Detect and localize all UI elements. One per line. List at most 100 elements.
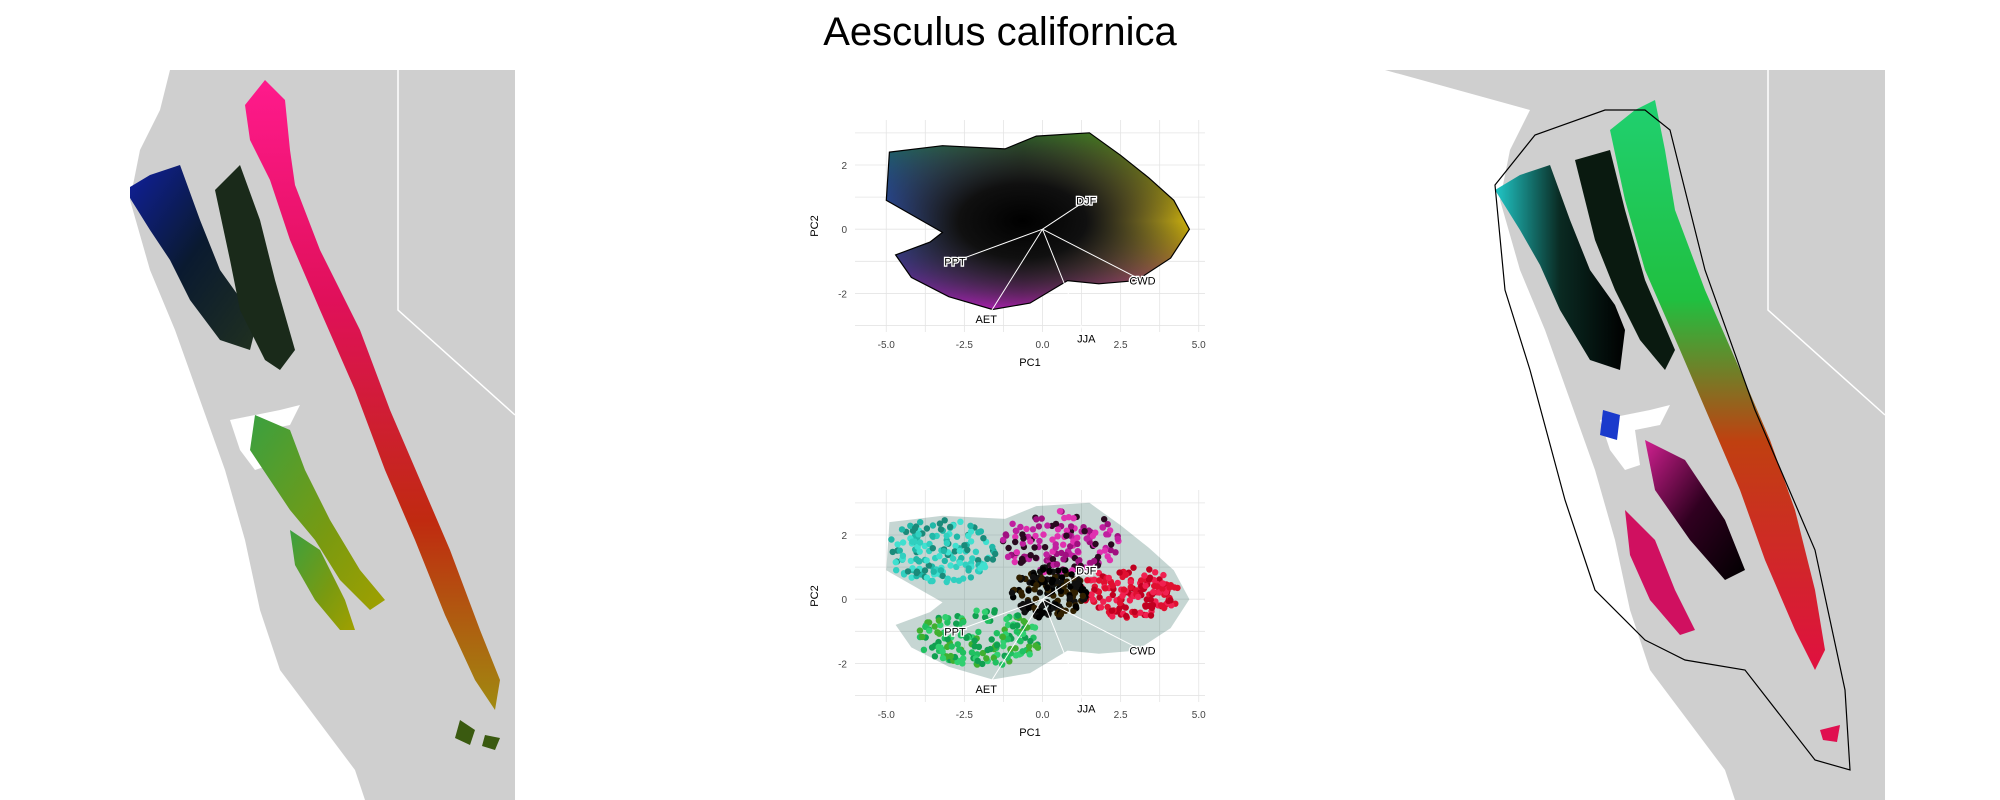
scatter-point bbox=[1003, 615, 1010, 623]
scatter-point bbox=[1061, 514, 1068, 522]
scatter-point bbox=[1063, 578, 1071, 585]
scatter-point bbox=[1152, 569, 1159, 576]
scatter-point bbox=[949, 555, 957, 562]
range-patch-south-coast bbox=[1645, 440, 1745, 580]
scatter-point bbox=[937, 526, 945, 533]
scatter-point bbox=[948, 643, 955, 650]
scatter-point bbox=[950, 576, 958, 584]
land-shape bbox=[130, 70, 515, 800]
scatter-point bbox=[1013, 527, 1020, 535]
scatter-point bbox=[941, 557, 948, 565]
scatter-point bbox=[936, 553, 943, 560]
scatter-point bbox=[981, 608, 989, 616]
scatter-point bbox=[943, 540, 951, 547]
scatter-point bbox=[963, 634, 970, 641]
range-patch-south-coast-b bbox=[1625, 510, 1695, 635]
scatter-point bbox=[1167, 597, 1174, 604]
scatter-point bbox=[904, 568, 912, 575]
scatter-point bbox=[1026, 651, 1033, 658]
scatter-point bbox=[958, 554, 965, 562]
loading-arrow bbox=[1042, 199, 1087, 230]
range-outline bbox=[1494, 109, 1851, 771]
scatter-point bbox=[1017, 523, 1024, 531]
scatter-point bbox=[1067, 523, 1075, 530]
loading-label: CWD bbox=[1129, 646, 1155, 658]
scatter-point bbox=[1079, 592, 1087, 600]
scatter-point bbox=[984, 555, 991, 563]
scatter-point bbox=[947, 523, 954, 531]
scatter-point bbox=[1154, 583, 1161, 590]
scatter-point bbox=[1014, 612, 1022, 619]
scatter-point bbox=[923, 525, 931, 532]
scatter-point bbox=[974, 657, 981, 665]
scatter-point bbox=[1137, 609, 1144, 616]
scatter-point bbox=[1122, 604, 1129, 611]
x-tick-label: 2.5 bbox=[1114, 710, 1128, 721]
x-tick-label: 0.0 bbox=[1036, 710, 1050, 721]
scatter-point bbox=[1127, 579, 1134, 586]
scatter-point bbox=[1104, 553, 1111, 560]
scatter-point bbox=[1147, 596, 1154, 603]
figure-title: Aesculus californica bbox=[823, 10, 1177, 54]
scatter-point bbox=[1038, 576, 1045, 583]
range-patch-sierra-foothills bbox=[245, 80, 500, 710]
scatter-point bbox=[920, 646, 928, 653]
scatter-point bbox=[953, 533, 961, 540]
range-patch-islands bbox=[1820, 725, 1840, 742]
scatter-point bbox=[1043, 551, 1050, 558]
scatter-point bbox=[1062, 567, 1069, 574]
scatter-point bbox=[1126, 597, 1134, 604]
x-tick-label: -2.5 bbox=[956, 710, 974, 721]
point-cloud-outline bbox=[885, 132, 1191, 311]
scatter-point bbox=[1049, 556, 1057, 563]
scatter-point bbox=[1063, 532, 1070, 539]
scatter-point bbox=[907, 557, 915, 565]
scatter-point bbox=[1018, 592, 1026, 599]
scatter-point bbox=[974, 557, 982, 564]
scatter-point bbox=[1084, 577, 1091, 584]
scatter-point bbox=[1012, 652, 1020, 659]
scatter-point bbox=[1026, 643, 1033, 650]
loading-label: AET bbox=[976, 314, 998, 326]
scatter-point bbox=[1104, 521, 1111, 528]
scatter-point bbox=[1023, 525, 1030, 533]
scatter-point bbox=[937, 567, 945, 574]
scatter-point bbox=[988, 636, 995, 643]
scatter-point bbox=[1025, 587, 1032, 594]
scatter-point bbox=[993, 642, 1001, 649]
y-tick-label: 2 bbox=[841, 161, 847, 172]
scatter-point bbox=[908, 574, 915, 581]
range-patch-coast-north bbox=[1495, 165, 1625, 370]
scatter-point bbox=[991, 609, 998, 616]
scatter-point bbox=[909, 538, 916, 545]
loading-label: CWD bbox=[1129, 276, 1155, 288]
scatter-point bbox=[1108, 607, 1116, 614]
scatter-point bbox=[1146, 566, 1153, 573]
scatter-point bbox=[1074, 540, 1081, 548]
scatter-point bbox=[954, 641, 961, 648]
scatter-point bbox=[992, 550, 999, 558]
scatter-point bbox=[1088, 591, 1095, 598]
scatter-point bbox=[1094, 562, 1102, 569]
loading-arrow bbox=[954, 228, 1043, 262]
axes: -5.0 -2.5 0.0 2.5 5.0 -2 0 2 PC1 PC2 bbox=[809, 161, 1206, 369]
scatter-point bbox=[916, 539, 924, 546]
range-patch-south-coast bbox=[250, 415, 385, 610]
scatter-point bbox=[935, 643, 942, 651]
scatter-point bbox=[954, 658, 961, 666]
scatter-point bbox=[1033, 516, 1040, 523]
scatter-point bbox=[929, 545, 936, 552]
scatter-point bbox=[913, 569, 920, 577]
scatter-point bbox=[898, 526, 906, 533]
scatter-point bbox=[1143, 611, 1150, 619]
scatter-point bbox=[893, 567, 900, 574]
loading-label: DJF bbox=[1076, 195, 1096, 207]
scatter-point bbox=[1065, 601, 1073, 608]
scatter-point bbox=[969, 555, 976, 562]
scatter-point bbox=[959, 649, 967, 656]
scatter-point bbox=[1066, 595, 1074, 602]
scatter-point bbox=[929, 522, 937, 529]
range-patch-blue bbox=[1600, 410, 1620, 440]
scatter-point bbox=[968, 649, 976, 656]
scatter-point bbox=[1004, 621, 1012, 629]
